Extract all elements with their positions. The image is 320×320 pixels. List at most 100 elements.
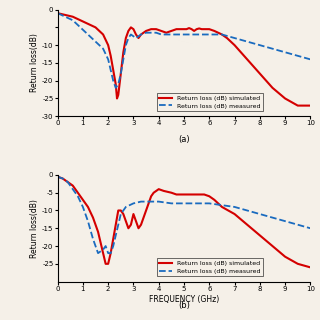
Line: Return loss (dB) simulated: Return loss (dB) simulated [58,13,310,106]
Return loss (dB) measured [121,58,125,61]
Return loss (dB) measured [296,54,300,58]
Return loss (dB) measured [114,86,118,90]
Y-axis label: Return loss(dB): Return loss(dB) [30,199,39,258]
Return loss (dB) simulated [283,255,287,259]
Return loss (dB) simulated [296,262,300,266]
Return loss (dB) measured [258,43,262,47]
Return loss (dB) measured [195,202,198,205]
Return loss (dB) simulated [190,27,194,31]
Return loss (dB) measured [233,205,236,209]
Y-axis label: Return loss(dB): Return loss(dB) [30,34,39,92]
Return loss (dB) measured [139,33,143,36]
Line: Return loss (dB) simulated: Return loss (dB) simulated [58,177,310,268]
Return loss (dB) simulated [129,223,133,227]
Return loss (dB) simulated [170,191,173,195]
Return loss (dB) measured [86,33,90,36]
Legend: Return loss (dB) simulated, Return loss (dB) measured: Return loss (dB) simulated, Return loss … [157,258,263,276]
Return loss (dB) measured [245,40,249,44]
Return loss (dB) measured [119,212,123,216]
Return loss (dB) measured [271,47,275,51]
Return loss (dB) simulated [104,262,108,266]
Return loss (dB) measured [283,219,287,223]
Return loss (dB) measured [114,234,118,237]
Return loss (dB) simulated [157,187,161,191]
Return loss (dB) measured [86,219,90,223]
Return loss (dB) simulated [195,193,198,196]
Return loss (dB) measured [182,202,186,205]
Return loss (dB) measured [93,40,97,44]
Return loss (dB) measured [101,248,105,252]
Return loss (dB) measured [81,205,85,209]
Return loss (dB) simulated [91,216,95,220]
Return loss (dB) simulated [81,198,85,202]
Return loss (dB) simulated [212,198,216,202]
Return loss (dB) measured [61,177,65,180]
Return loss (dB) simulated [154,189,158,193]
Return loss (dB) measured [111,79,115,83]
Return loss (dB) simulated [182,193,186,196]
Return loss (dB) simulated [76,191,80,195]
Return loss (dB) measured [258,212,262,216]
Return loss (dB) measured [137,34,140,38]
Return loss (dB) simulated [126,29,130,33]
Return loss (dB) simulated [207,194,211,198]
Line: Return loss (dB) measured: Return loss (dB) measured [58,13,310,88]
Return loss (dB) measured [147,200,150,204]
Return loss (dB) simulated [111,237,115,241]
Return loss (dB) measured [126,36,130,40]
Return loss (dB) simulated [71,184,75,188]
Return loss (dB) simulated [139,223,143,227]
Return loss (dB) measured [76,194,80,198]
Return loss (dB) simulated [124,219,128,223]
Return loss (dB) simulated [308,104,312,108]
Return loss (dB) measured [116,223,120,227]
Return loss (dB) measured [124,205,128,209]
Return loss (dB) simulated [258,234,262,237]
Return loss (dB) measured [220,33,224,36]
Return loss (dB) simulated [121,212,125,216]
Return loss (dB) measured [245,209,249,212]
Return loss (dB) measured [207,202,211,205]
Return loss (dB) measured [56,175,60,179]
Return loss (dB) measured [119,72,123,76]
Return loss (dB) measured [182,33,186,36]
Return loss (dB) simulated [124,36,128,40]
Return loss (dB) measured [116,82,120,86]
Return loss (dB) measured [56,11,60,15]
Return loss (dB) measured [109,68,113,72]
Return loss (dB) simulated [101,251,105,255]
Return loss (dB) simulated [202,193,206,196]
Return loss (dB) measured [157,200,161,204]
Return loss (dB) measured [106,58,110,61]
Return loss (dB) simulated [233,212,236,216]
Return loss (dB) measured [96,251,100,255]
Return loss (dB) measured [170,33,173,36]
Return loss (dB) measured [78,26,82,29]
Return loss (dB) simulated [245,223,249,227]
Return loss (dB) measured [195,33,198,36]
Return loss (dB) simulated [106,262,110,266]
Return loss (dB) measured [154,31,158,35]
Return loss (dB) simulated [114,223,118,227]
Return loss (dB) simulated [119,209,123,212]
Return loss (dB) simulated [134,219,138,223]
Return loss (dB) measured [144,31,148,35]
Return loss (dB) simulated [126,226,130,230]
Return loss (dB) measured [132,202,135,205]
Return loss (dB) measured [296,223,300,227]
Return loss (dB) simulated [132,212,135,216]
Return loss (dB) simulated [115,97,119,100]
Return loss (dB) measured [283,50,287,54]
Return loss (dB) simulated [61,177,65,180]
Return loss (dB) measured [170,202,173,205]
Return loss (dB) simulated [144,209,148,212]
Legend: Return loss (dB) simulated, Return loss (dB) measured: Return loss (dB) simulated, Return loss … [157,93,263,111]
Return loss (dB) measured [91,237,95,241]
Return loss (dB) simulated [197,27,201,30]
Return loss (dB) simulated [109,251,113,255]
Return loss (dB) measured [124,43,128,47]
Return loss (dB) measured [106,251,110,255]
Return loss (dB) measured [134,36,138,40]
Return loss (dB) measured [101,47,105,51]
Return loss (dB) simulated [142,216,146,220]
